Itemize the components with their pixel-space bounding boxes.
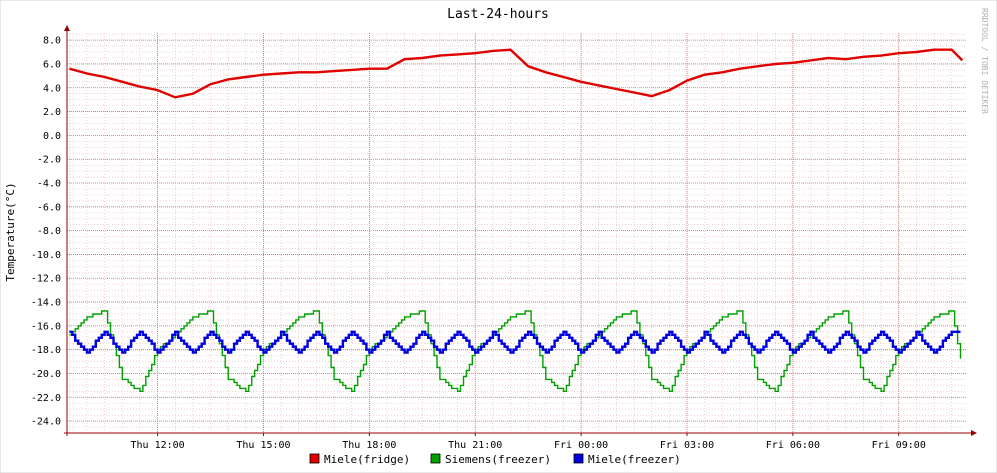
- watermark: RRDTOOL / TOBI OETIKER: [980, 8, 989, 114]
- y-tick-label: -2.0: [37, 155, 61, 166]
- x-tick-label: Thu 12:00: [130, 440, 184, 451]
- x-tick-label: Thu 21:00: [448, 440, 502, 451]
- legend-label: Siemens(freezer): [445, 453, 551, 466]
- x-tick-label: Fri 06:00: [766, 440, 820, 451]
- legend-label: Miele(freezer): [588, 453, 681, 466]
- y-tick-label: -8.0: [37, 226, 61, 237]
- x-tick-label: Thu 18:00: [342, 440, 396, 451]
- x-tick-label: Thu 15:00: [236, 440, 290, 451]
- y-tick-labels: 8.0 6.0 4.0 2.0 0.0 -2.0 -4.0 -6.0 -8.0 -10.0 -12.…: [31, 36, 61, 428]
- y-tick-label: 8.0: [43, 36, 61, 47]
- y-tick-label: -16.0: [31, 321, 61, 332]
- legend-swatch: [573, 453, 584, 464]
- series-line-miele-freezer: [69, 330, 961, 354]
- legend: Miele(fridge) Siemens(freezer) Miele(freez…: [309, 453, 681, 466]
- y-tick-label: -4.0: [37, 179, 61, 190]
- y-tick-label: -10.0: [31, 250, 61, 261]
- x-tick-label: Fri 09:00: [872, 440, 926, 451]
- chart-title: Last-24-hours: [447, 7, 549, 22]
- grid: [67, 33, 967, 434]
- series-line-miele-fridge: [69, 48, 964, 99]
- y-tick-label: 6.0: [43, 59, 61, 70]
- x-tick-label: Fri 03:00: [660, 440, 714, 451]
- legend-label: Miele(fridge): [324, 453, 410, 466]
- axes: [64, 25, 977, 436]
- legend-swatch: [309, 453, 320, 464]
- y-axis-label: Temperature(°C): [4, 182, 17, 281]
- y-tick-label: -12.0: [31, 274, 61, 285]
- y-tick-label: -20.0: [31, 369, 61, 380]
- y-tick-label: -22.0: [31, 393, 61, 404]
- y-axis-arrow: [64, 25, 70, 31]
- y-tick-label: -14.0: [31, 298, 61, 309]
- y-tick-label: -24.0: [31, 417, 61, 428]
- x-tick-label: Fri 00:00: [554, 440, 608, 451]
- x-tick-labels: Thu 12:00 Thu 15:00 Thu 18:00 Thu 21:00 Fri …: [130, 440, 925, 451]
- y-tick-label: 0.0: [43, 131, 61, 142]
- series-lines: [69, 48, 964, 392]
- y-tick-label: -18.0: [31, 345, 61, 356]
- x-axis-arrow: [971, 430, 977, 436]
- y-tick-label: 2.0: [43, 107, 61, 118]
- y-tick-label: 4.0: [43, 83, 61, 94]
- legend-swatch: [430, 453, 441, 464]
- y-tick-label: -6.0: [37, 202, 61, 213]
